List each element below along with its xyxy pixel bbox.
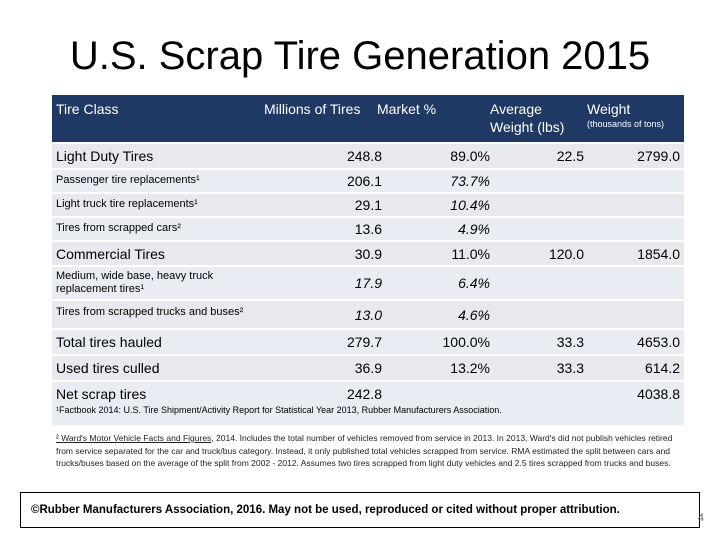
row-label: Net scrap tires	[56, 386, 147, 402]
row-millions: 242.8	[346, 386, 382, 402]
table-row: Used tires culled 36.9 13.2% 33.3 614.2	[52, 354, 684, 380]
row-weight: 4038.8	[637, 386, 680, 402]
table-row: Medium, wide base, heavy truck replaceme…	[52, 265, 684, 299]
copyright-notice: ©Rubber Manufacturers Association, 2016.…	[20, 492, 700, 528]
row-weight: 614.2	[644, 360, 680, 376]
footnote-2: ² Ward's Motor Vehicle Facts and Figures…	[52, 430, 684, 488]
row-millions: 17.9	[354, 275, 382, 291]
header-tire-class: Tire Class	[56, 101, 119, 117]
footnote-1: ¹Factbook 2014: U.S. Tire Shipment/Activ…	[52, 403, 684, 425]
row-label: Passenger tire replacements¹	[56, 174, 200, 186]
table-header: Tire Class Millions of Tires Market % Av…	[52, 95, 684, 142]
footnote-2-source: ² Ward's Motor Vehicle Facts and Figures	[56, 433, 212, 443]
row-label: Tires from scrapped trucks and buses²	[56, 306, 244, 318]
row-avg-weight: 33.3	[556, 360, 584, 376]
table-row: Light Duty Tires 248.8 89.0% 22.5 2799.0	[52, 142, 684, 168]
row-market: 89.0%	[450, 148, 490, 164]
row-market: 10.4%	[450, 197, 490, 213]
row-millions: 206.1	[346, 173, 382, 189]
header-millions: Millions of Tires	[264, 101, 361, 117]
row-market: 4.9%	[458, 221, 490, 237]
row-avg-weight: 22.5	[556, 148, 584, 164]
header-avg-weight-line1: Average	[490, 101, 542, 117]
page-number: 4	[697, 512, 704, 524]
header-market: Market %	[377, 101, 437, 117]
row-market: 100.0%	[442, 334, 490, 350]
header-avg-weight-line2: Weight (lbs)	[490, 119, 565, 135]
row-millions: 36.9	[354, 360, 382, 376]
row-millions: 13.0	[354, 307, 382, 323]
row-millions: 13.6	[354, 221, 382, 237]
row-label: Total tires hauled	[56, 334, 162, 350]
header-weight: Weight	[587, 101, 631, 117]
row-millions: 248.8	[346, 148, 382, 164]
row-label: Commercial Tires	[56, 246, 165, 262]
footnote-2-text: , 2014. Includes the total number of veh…	[56, 433, 673, 468]
row-market: 11.0%	[451, 246, 490, 262]
table-row: Commercial Tires 30.9 11.0% 120.0 1854.0	[52, 240, 684, 265]
row-avg-weight: 33.3	[556, 334, 584, 350]
table-row: Tires from scrapped trucks and buses² 13…	[52, 299, 684, 328]
row-label: Light truck tire replacements¹	[56, 198, 198, 210]
row-market: 4.6%	[458, 307, 490, 323]
table-row: Passenger tire replacements¹ 206.1 73.7%	[52, 168, 684, 192]
slide-title: U.S. Scrap Tire Generation 2015	[69, 34, 651, 78]
row-weight: 2799.0	[637, 148, 680, 164]
row-weight: 4653.0	[637, 334, 680, 350]
row-millions: 29.1	[354, 197, 382, 213]
table-row: Tires from scrapped cars² 13.6 4.9%	[52, 216, 684, 240]
row-weight: 1854.0	[637, 246, 680, 262]
row-label-line2: replacement tires¹	[56, 283, 145, 295]
row-market: 13.2%	[450, 360, 490, 376]
row-millions: 30.9	[354, 246, 382, 262]
table-row: Light truck tire replacements¹ 29.1 10.4…	[52, 192, 684, 216]
scrap-tire-table: Tire Class Millions of Tires Market % Av…	[52, 95, 684, 406]
row-millions: 279.7	[346, 334, 382, 350]
table-row: Total tires hauled 279.7 100.0% 33.3 465…	[52, 328, 684, 354]
row-market: 6.4%	[458, 275, 490, 291]
row-label: Tires from scrapped cars²	[56, 222, 181, 234]
row-label: Medium, wide base, heavy truck	[56, 270, 214, 282]
row-label: Light Duty Tires	[56, 148, 154, 164]
row-avg-weight: 120.0	[548, 246, 584, 262]
row-market: 73.7%	[450, 173, 490, 189]
table-row: Net scrap tires 242.8 4038.8	[52, 380, 684, 406]
row-label: Used tires culled	[56, 360, 160, 376]
header-weight-units: (thousands of tons)	[587, 119, 665, 129]
